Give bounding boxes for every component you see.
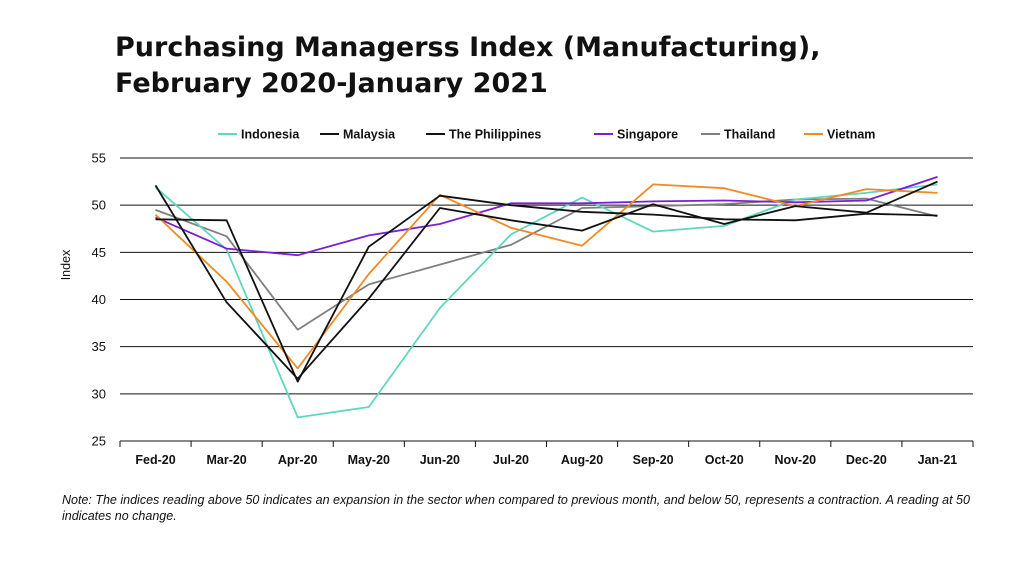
y-tick-label: 45 bbox=[92, 245, 106, 260]
series-line-indonesia bbox=[154, 183, 938, 419]
y-tick-label: 40 bbox=[92, 292, 106, 307]
y-tick-labels: 25 30 35 40 45 50 55 bbox=[92, 151, 106, 449]
x-axis: Fed-20 Mar-20 Apr-20 May-20 Jun-20 Jul-20 Aug-… bbox=[119, 441, 974, 467]
footnote: Note: The indices reading above 50 indic… bbox=[62, 493, 970, 523]
series-line-vietnam bbox=[154, 183, 938, 370]
legend-label-indonesia: Indonesia bbox=[241, 128, 300, 142]
series-line-singapore bbox=[155, 176, 938, 257]
chart-title: Purchasing Managerss Index (Manufacturin… bbox=[115, 30, 995, 102]
legend-label-thailand: Thailand bbox=[724, 128, 775, 142]
x-tick-label: May-20 bbox=[348, 453, 390, 467]
x-tick-label: Jan-21 bbox=[918, 453, 958, 467]
y-axis-label: Index bbox=[59, 249, 73, 280]
chart-title-line-1: Purchasing Managerss Index (Manufacturin… bbox=[115, 32, 821, 63]
y-tick-label: 50 bbox=[92, 198, 106, 213]
pmi-line-chart: Indonesia Malaysia The Philippines Singapor… bbox=[59, 128, 974, 467]
x-tick-label: Dec-20 bbox=[846, 453, 887, 467]
chart-title-line-2: February 2020-January 2021 bbox=[115, 68, 548, 99]
x-tick-label: Mar-20 bbox=[206, 453, 246, 467]
legend-label-vietnam: Vietnam bbox=[827, 128, 875, 142]
x-tick-label: Oct-20 bbox=[705, 453, 744, 467]
series-line-thailand bbox=[155, 197, 938, 331]
series-line-the-philippines bbox=[154, 180, 938, 380]
x-tick-label: Aug-20 bbox=[561, 453, 603, 467]
y-tick-label: 35 bbox=[92, 339, 106, 354]
x-tick-label: Apr-20 bbox=[278, 453, 318, 467]
x-tick-label: Sep-20 bbox=[633, 453, 674, 467]
y-tick-label: 25 bbox=[92, 434, 106, 449]
legend-label-malaysia: Malaysia bbox=[343, 128, 396, 142]
x-tick-label: Jun-20 bbox=[420, 453, 460, 467]
series-line-malaysia bbox=[155, 194, 938, 383]
legend-label-the-philippines: The Philippines bbox=[449, 128, 541, 142]
legend-label-singapore: Singapore bbox=[617, 128, 678, 142]
x-tick-label: Jul-20 bbox=[493, 453, 529, 467]
x-tick-label: Nov-20 bbox=[774, 453, 816, 467]
y-tick-label: 30 bbox=[92, 386, 106, 401]
series-lines bbox=[154, 176, 938, 419]
legend: Indonesia Malaysia The Philippines Singapor… bbox=[218, 128, 875, 142]
y-tick-label: 55 bbox=[92, 151, 106, 166]
x-tick-label: Fed-20 bbox=[135, 453, 175, 467]
